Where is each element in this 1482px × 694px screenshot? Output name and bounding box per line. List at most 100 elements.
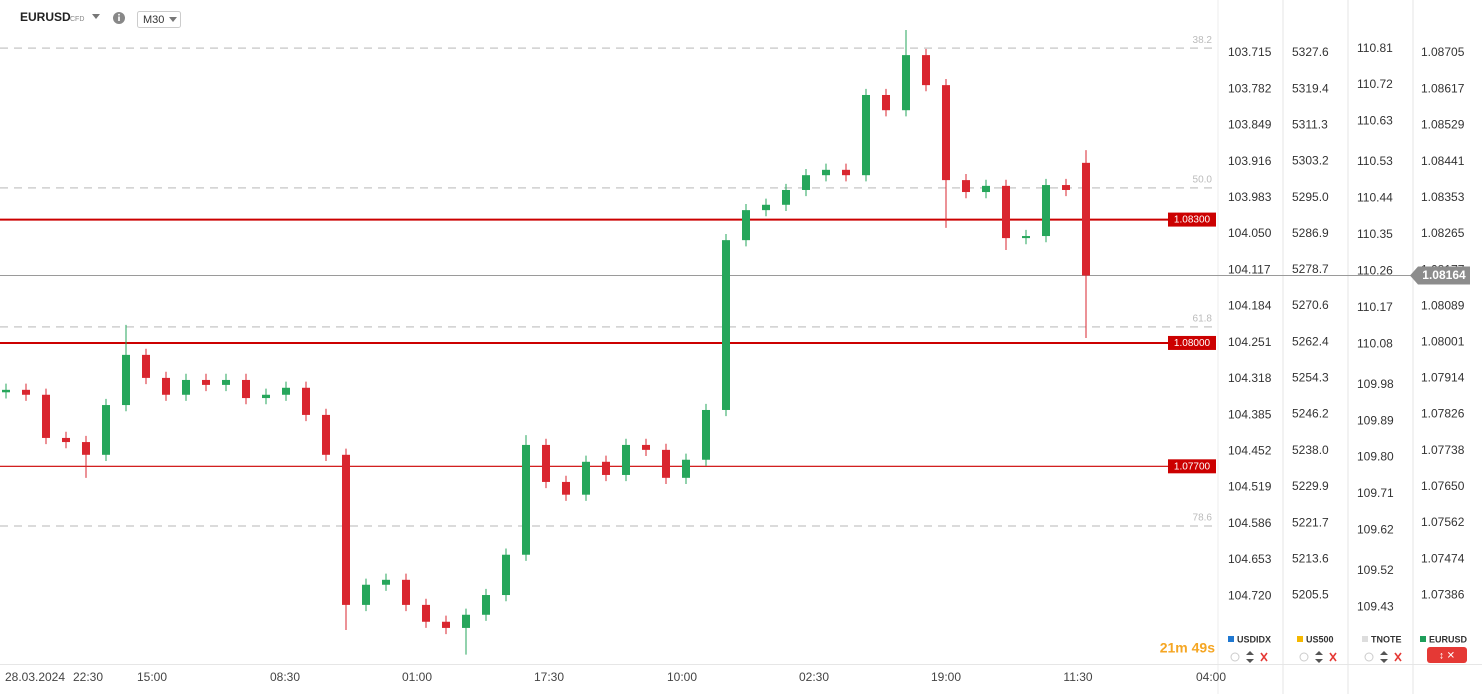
y-tick-label: 1.08001 bbox=[1421, 335, 1465, 349]
last-price-label: 1.08164 bbox=[1422, 268, 1466, 282]
eye-icon[interactable] bbox=[1230, 652, 1240, 662]
candle-body bbox=[482, 595, 490, 615]
symbol[interactable]: EURUSD bbox=[20, 10, 71, 24]
eye-icon[interactable] bbox=[1299, 652, 1309, 662]
y-tick-label: 104.586 bbox=[1228, 516, 1272, 530]
candle-body bbox=[582, 461, 590, 495]
legend-icon: ↕ ✕ bbox=[1439, 651, 1455, 662]
y-tick-label: 104.653 bbox=[1228, 552, 1272, 566]
timeframe-box[interactable] bbox=[137, 11, 181, 28]
y-tick-label: 103.715 bbox=[1228, 45, 1272, 59]
info-glyph bbox=[118, 16, 120, 21]
y-tick-label: 5278.7 bbox=[1292, 262, 1329, 276]
y-tick-label: 109.98 bbox=[1357, 377, 1394, 391]
y-tick-label: 5213.6 bbox=[1292, 551, 1329, 565]
y-tick-label: 5262.4 bbox=[1292, 335, 1329, 349]
candle-body bbox=[142, 354, 150, 378]
sort-icon[interactable] bbox=[1315, 651, 1323, 663]
legend-label[interactable]: USDIDX bbox=[1237, 634, 1271, 644]
y-tick-label: 103.782 bbox=[1228, 81, 1272, 95]
y-tick-label: 1.08353 bbox=[1421, 190, 1465, 204]
y-tick-label: 5238.0 bbox=[1292, 443, 1329, 457]
candle-body bbox=[102, 405, 110, 455]
candle-body bbox=[862, 94, 870, 176]
candle-body bbox=[22, 389, 30, 395]
candle-body bbox=[962, 180, 970, 193]
x-tick-label: 28.03.2024 bbox=[5, 670, 65, 684]
legend-label[interactable]: EURUSD bbox=[1429, 634, 1468, 644]
y-tick-label: 1.07474 bbox=[1421, 551, 1465, 565]
candle-body bbox=[982, 185, 990, 193]
y-tick-label: 104.519 bbox=[1228, 480, 1272, 494]
candle-body bbox=[642, 444, 650, 450]
candle-body bbox=[502, 554, 510, 596]
candle-body bbox=[2, 389, 10, 393]
y-tick-label: 104.050 bbox=[1228, 226, 1272, 240]
close-icon[interactable] bbox=[1394, 652, 1402, 662]
y-tick-label: 1.08617 bbox=[1421, 81, 1465, 95]
candle-body bbox=[622, 444, 630, 475]
legend-label[interactable]: TNOTE bbox=[1371, 634, 1402, 644]
info-glyph bbox=[118, 13, 120, 16]
x-tick-label: 01:00 bbox=[402, 670, 432, 684]
candle-body bbox=[682, 459, 690, 478]
y-tick-label: 5270.6 bbox=[1292, 298, 1329, 312]
y-tick-label: 104.251 bbox=[1228, 335, 1272, 349]
x-tick-label: 19:00 bbox=[931, 670, 961, 684]
candle-body bbox=[202, 379, 210, 385]
candle-body bbox=[662, 449, 670, 478]
candle-body bbox=[1042, 185, 1050, 237]
dropdown-caret[interactable] bbox=[92, 14, 100, 19]
y-tick-label: 104.117 bbox=[1228, 262, 1271, 276]
candle-body bbox=[822, 169, 830, 176]
candle-body bbox=[922, 55, 930, 86]
candle-body bbox=[742, 210, 750, 241]
sort-icon[interactable] bbox=[1246, 651, 1254, 663]
timeframe[interactable]: M30 bbox=[143, 14, 164, 26]
candle-body bbox=[262, 394, 270, 399]
y-tick-label: 1.07562 bbox=[1421, 515, 1465, 529]
candle-body bbox=[162, 377, 170, 395]
y-tick-label: 5311.3 bbox=[1292, 117, 1328, 131]
x-tick-label: 10:00 bbox=[667, 670, 697, 684]
candle-body bbox=[242, 379, 250, 399]
candle-body bbox=[562, 481, 570, 495]
legend-active-box[interactable] bbox=[1427, 647, 1467, 663]
legend-swatch bbox=[1362, 636, 1368, 642]
dropdown-caret[interactable] bbox=[169, 17, 177, 22]
legend-label[interactable]: US500 bbox=[1306, 634, 1334, 644]
y-tick-label: 1.08705 bbox=[1421, 45, 1465, 59]
y-tick-label: 5327.6 bbox=[1292, 45, 1329, 59]
close-icon[interactable] bbox=[1329, 652, 1337, 662]
sort-icon[interactable] bbox=[1380, 651, 1388, 663]
y-tick-label: 110.44 bbox=[1357, 191, 1393, 205]
y-tick-label: 1.08441 bbox=[1421, 154, 1465, 168]
level-label: 1.08300 bbox=[1174, 215, 1211, 226]
candle-body bbox=[802, 175, 810, 190]
candle-body bbox=[62, 437, 70, 443]
eye-icon[interactable] bbox=[1364, 652, 1374, 662]
y-tick-label: 1.08089 bbox=[1421, 299, 1465, 313]
y-tick-label: 109.80 bbox=[1357, 450, 1394, 464]
y-tick-label: 110.26 bbox=[1357, 263, 1393, 277]
y-tick-label: 5295.0 bbox=[1292, 190, 1329, 204]
y-tick-label: 110.81 bbox=[1357, 41, 1393, 55]
x-tick-label: 02:30 bbox=[799, 670, 829, 684]
y-tick-label: 104.184 bbox=[1228, 299, 1272, 313]
candle-body bbox=[422, 604, 430, 622]
candle-body bbox=[722, 240, 730, 410]
level-tag bbox=[1168, 335, 1216, 350]
y-tick-label: 104.452 bbox=[1228, 444, 1272, 458]
y-tick-label: 110.17 bbox=[1357, 300, 1393, 314]
candle-body bbox=[342, 454, 350, 605]
y-tick-label: 1.07386 bbox=[1421, 588, 1465, 602]
y-tick-label: 104.720 bbox=[1228, 588, 1272, 602]
fib-label: 61.8 bbox=[1193, 314, 1213, 325]
candle-body bbox=[302, 387, 310, 415]
x-tick-label: 15:00 bbox=[137, 670, 167, 684]
y-tick-label: 5205.5 bbox=[1292, 587, 1329, 601]
candle-body bbox=[462, 614, 470, 628]
close-icon[interactable] bbox=[1260, 652, 1268, 662]
x-tick-label: 04:00 bbox=[1196, 670, 1226, 684]
